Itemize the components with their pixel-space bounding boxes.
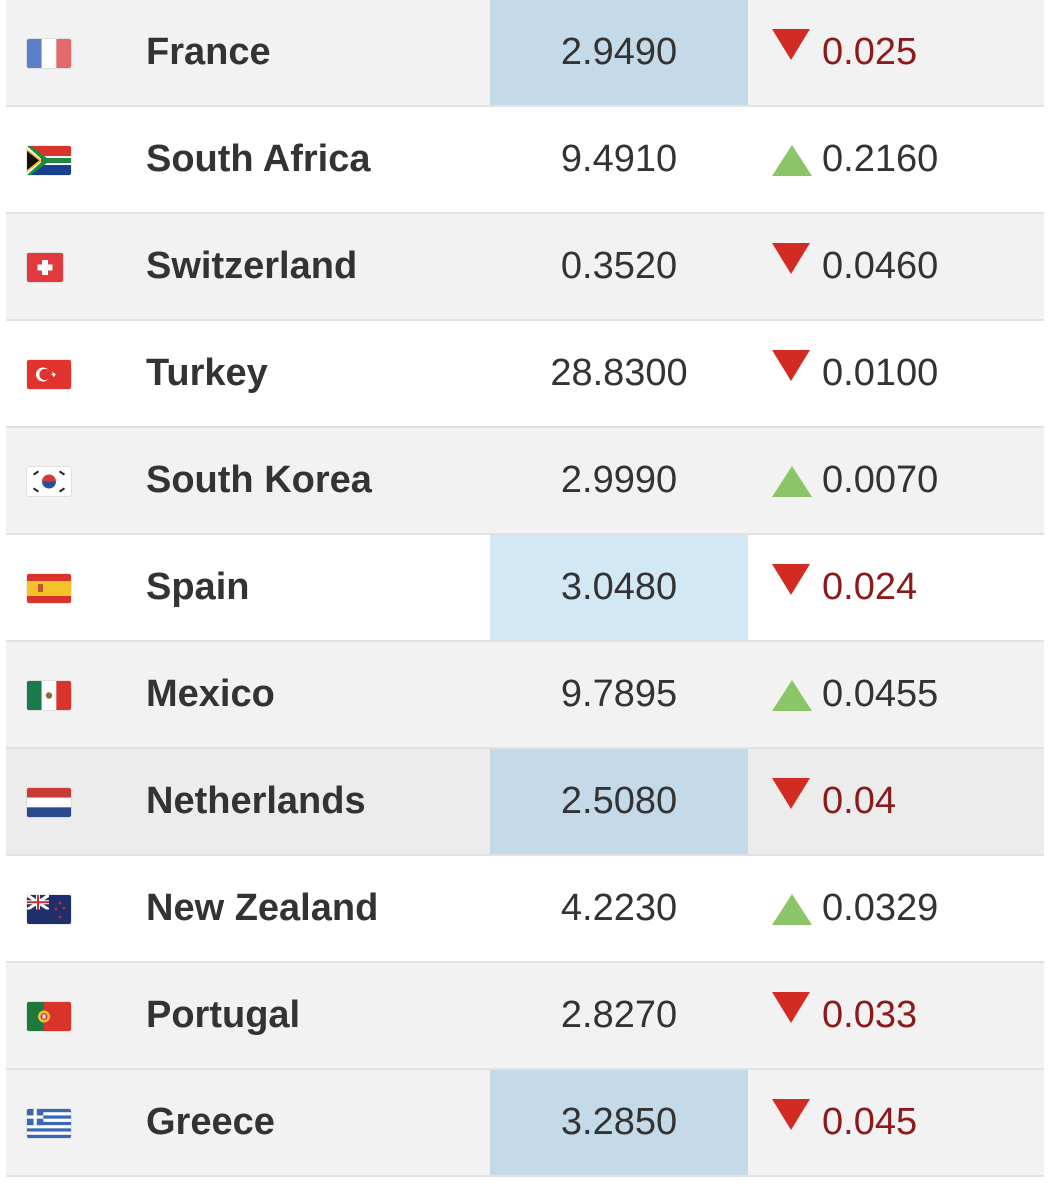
change-value: 0.024 — [822, 566, 918, 608]
table-row[interactable]: Switzerland 0.3520 0.0460 — [6, 214, 1044, 321]
arrow-down-icon — [772, 564, 810, 595]
country-name: New Zealand — [146, 887, 379, 929]
yield-value: 2.9490 — [490, 0, 748, 105]
country-name: South Korea — [146, 459, 372, 501]
arrow-up-icon — [772, 466, 812, 497]
yield-value: 28.8300 — [550, 352, 688, 394]
arrow-down-icon — [772, 243, 810, 274]
yield-value: 9.7895 — [560, 673, 678, 715]
south-korea-flag-icon — [27, 467, 71, 496]
table-row[interactable]: South Korea 2.9990 0.0070 — [6, 428, 1044, 535]
table-row[interactable]: Mexico 9.7895 0.0455 — [6, 642, 1044, 749]
arrow-down-icon — [772, 29, 810, 60]
arrow-down-icon — [772, 992, 810, 1023]
change-value: 0.0460 — [822, 245, 939, 287]
arrow-up-icon — [772, 680, 812, 711]
arrow-up-icon — [772, 145, 812, 176]
yield-value: 3.2850 — [490, 1070, 748, 1175]
mexico-flag-icon — [27, 681, 71, 710]
spain-flag-icon — [27, 574, 71, 603]
change-value: 0.0329 — [822, 887, 939, 929]
country-name: South Africa — [146, 138, 371, 180]
country-name: Spain — [146, 566, 250, 608]
change-value: 0.033 — [822, 994, 918, 1036]
netherlands-flag-icon — [27, 788, 71, 817]
turkey-flag-icon — [27, 360, 71, 389]
change-value: 0.04 — [822, 780, 896, 822]
table-row[interactable]: Spain 3.0480 0.024 — [6, 535, 1044, 642]
change-value: 0.045 — [822, 1101, 918, 1143]
yield-value: 2.5080 — [490, 749, 748, 854]
portugal-flag-icon — [27, 1002, 71, 1031]
country-name: Turkey — [146, 352, 268, 394]
france-flag-icon — [27, 39, 71, 68]
yield-value: 4.2230 — [560, 887, 678, 929]
switzerland-flag-icon — [27, 253, 63, 282]
country-name: Netherlands — [146, 780, 366, 822]
table-row[interactable]: South Africa 9.4910 0.2160 — [6, 107, 1044, 214]
country-name: Portugal — [146, 994, 301, 1036]
arrow-down-icon — [772, 778, 810, 809]
change-value: 0.0100 — [822, 352, 939, 394]
change-value: 0.0455 — [822, 673, 939, 715]
bond-yield-table: France 2.9490 0.025 South Africa 9.4910 … — [6, 0, 1044, 1177]
table-row[interactable]: Portugal 2.8270 0.033 — [6, 963, 1044, 1070]
table-row[interactable]: Turkey 28.8300 0.0100 — [6, 321, 1044, 428]
arrow-down-icon — [772, 1099, 810, 1130]
country-name: Switzerland — [146, 245, 358, 287]
country-name: Greece — [146, 1101, 275, 1143]
change-value: 0.025 — [822, 31, 918, 73]
south-africa-flag-icon — [27, 146, 71, 175]
yield-value: 0.3520 — [560, 245, 678, 287]
table-row[interactable]: New Zealand 4.2230 0.0329 — [6, 856, 1044, 963]
yield-value: 2.8270 — [560, 994, 678, 1036]
yield-value: 2.9990 — [560, 459, 678, 501]
country-name: France — [146, 31, 271, 73]
arrow-up-icon — [772, 894, 812, 925]
yield-value: 9.4910 — [560, 138, 678, 180]
change-value: 0.0070 — [822, 459, 939, 501]
table-row[interactable]: France 2.9490 0.025 — [6, 0, 1044, 107]
table-row[interactable]: Netherlands 2.5080 0.04 — [6, 749, 1044, 856]
table-row[interactable]: Greece 3.2850 0.045 — [6, 1070, 1044, 1177]
country-name: Mexico — [146, 673, 275, 715]
yield-value: 3.0480 — [490, 535, 748, 640]
arrow-down-icon — [772, 350, 810, 381]
new-zealand-flag-icon — [27, 895, 71, 924]
greece-flag-icon — [27, 1109, 71, 1138]
change-value: 0.2160 — [822, 138, 939, 180]
